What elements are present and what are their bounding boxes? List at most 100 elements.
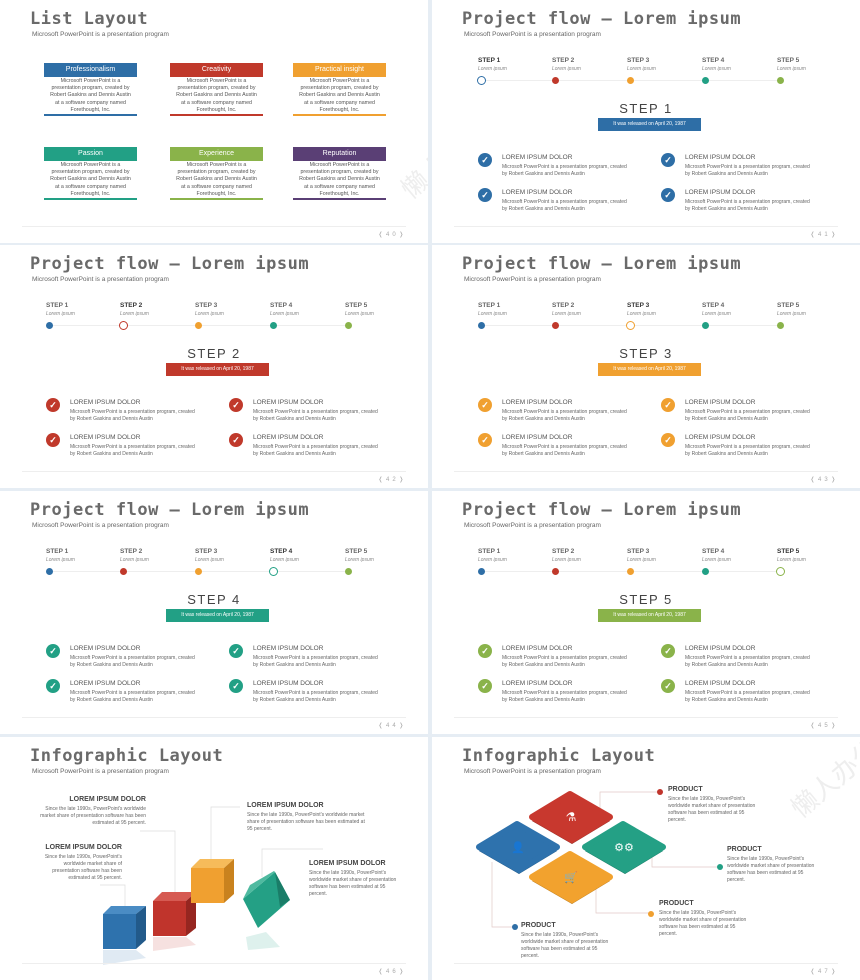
- step-tab-1[interactable]: STEP 1 Lorem ipsum: [46, 302, 75, 317]
- step-dot[interactable]: [552, 568, 559, 575]
- release-badge: It was released on April 20, 1987: [598, 118, 701, 131]
- step-tab-4[interactable]: STEP 4 Lorem ipsum: [702, 57, 731, 72]
- step-tab-3[interactable]: STEP 3 Lorem ipsum: [627, 548, 656, 563]
- step-dot[interactable]: [345, 322, 352, 329]
- step-tab-3[interactable]: STEP 3 Lorem ipsum: [627, 302, 656, 317]
- list-box-header: Practical insight: [293, 63, 386, 77]
- slide-infographic-tiles[interactable]: Infographic Layout Microsoft PowerPoint …: [432, 737, 860, 980]
- slide-project-flow[interactable]: Project flow – Lorem ipsum Microsoft Pow…: [0, 245, 428, 488]
- slide-title: Infographic Layout: [462, 746, 656, 766]
- step-dot[interactable]: [478, 568, 485, 575]
- step-dot[interactable]: [552, 322, 559, 329]
- slide-project-flow[interactable]: Project flow – Lorem ipsum Microsoft Pow…: [432, 491, 860, 734]
- step-tab-4[interactable]: STEP 4 Lorem ipsum: [270, 302, 299, 317]
- check-icon: ✓: [478, 679, 492, 693]
- step-dot[interactable]: [195, 568, 202, 575]
- step-tab-1[interactable]: STEP 1 Lorem ipsum: [478, 57, 507, 72]
- step-dot[interactable]: [777, 322, 784, 329]
- step-tab-2[interactable]: STEP 2 Lorem ipsum: [552, 548, 581, 563]
- cube-red: [153, 892, 196, 951]
- check-icon: ✓: [46, 433, 60, 447]
- page-number: ❬47❭: [810, 969, 839, 975]
- step-dot[interactable]: [46, 568, 53, 575]
- step-tab-3[interactable]: STEP 3 Lorem ipsum: [195, 302, 224, 317]
- step-dot[interactable]: [478, 322, 485, 329]
- check-icon: ✓: [229, 644, 243, 658]
- release-badge: It was released on April 20, 1987: [166, 609, 269, 622]
- page-number: ❬45❭: [810, 723, 839, 729]
- step-tab-2[interactable]: STEP 2 Lorem ipsum: [120, 302, 149, 317]
- step-tab-5[interactable]: STEP 5 Lorem ipsum: [345, 302, 374, 317]
- footer-divider: [454, 963, 838, 964]
- step-tab-4[interactable]: STEP 4 Lorem ipsum: [702, 302, 731, 317]
- step-heading: STEP 1: [619, 101, 673, 116]
- check-icon: ✓: [661, 153, 675, 167]
- step-dot[interactable]: [627, 77, 634, 84]
- step-tab-2[interactable]: STEP 2 Lorem ipsum: [120, 548, 149, 563]
- flask-icon: ⚗: [566, 810, 577, 824]
- slide-title: Project flow – Lorem ipsum: [30, 254, 310, 274]
- step-tab-3[interactable]: STEP 3 Lorem ipsum: [195, 548, 224, 563]
- list-box-underline: [293, 114, 386, 116]
- cart-icon: 🛒: [564, 871, 578, 884]
- list-box: Practical insight Microsoft PowerPoint i…: [293, 63, 386, 116]
- step-dot[interactable]: [46, 322, 53, 329]
- info-block: LOREM IPSUM DOLOR Since the late 1990s, P…: [309, 860, 397, 897]
- step-tab-4[interactable]: STEP 4 Lorem ipsum: [270, 548, 299, 563]
- page-number: ❬43❭: [810, 477, 839, 483]
- watermark: 懒人办公: [396, 115, 428, 206]
- slide-infographic-cubes[interactable]: Infographic Layout Microsoft PowerPoint …: [0, 737, 428, 980]
- slide-list-layout[interactable]: List Layout Microsoft PowerPoint is a pr…: [0, 0, 428, 243]
- tile-orange: 🛒: [529, 851, 613, 904]
- step-dot[interactable]: [776, 567, 785, 576]
- list-box-header: Reputation: [293, 147, 386, 161]
- step-tab-1[interactable]: STEP 1 Lorem ipsum: [478, 302, 507, 317]
- release-badge: It was released on April 20, 1987: [598, 363, 701, 376]
- slide-project-flow[interactable]: Project flow – Lorem ipsum Microsoft Pow…: [0, 491, 428, 734]
- step-dot[interactable]: [627, 568, 634, 575]
- tile-blue: 👤: [476, 821, 560, 874]
- step-tab-5[interactable]: STEP 5 Lorem ipsum: [345, 548, 374, 563]
- step-tab-5[interactable]: STEP 5 Lorem ipsum: [777, 548, 806, 563]
- slide-project-flow[interactable]: Project flow – Lorem ipsum Microsoft Pow…: [432, 0, 860, 243]
- step-dot[interactable]: [119, 321, 128, 330]
- slide-title: List Layout: [30, 9, 149, 29]
- step-dot[interactable]: [120, 568, 127, 575]
- step-dot[interactable]: [777, 77, 784, 84]
- slide-project-flow[interactable]: Project flow – Lorem ipsum Microsoft Pow…: [432, 245, 860, 488]
- step-tab-1[interactable]: STEP 1 Lorem ipsum: [46, 548, 75, 563]
- list-box-text: Microsoft PowerPoint is a presentation p…: [299, 162, 380, 197]
- step-tab-3[interactable]: STEP 3 Lorem ipsum: [627, 57, 656, 72]
- step-tab-5[interactable]: STEP 5 Lorem ipsum: [777, 57, 806, 72]
- release-badge: It was released on April 20, 1987: [598, 609, 701, 622]
- check-icon: ✓: [661, 679, 675, 693]
- step-tab-1[interactable]: STEP 1 Lorem ipsum: [478, 548, 507, 563]
- list-box-text: Microsoft PowerPoint is a presentation p…: [50, 162, 131, 197]
- step-tab-4[interactable]: STEP 4 Lorem ipsum: [702, 548, 731, 563]
- page-number: ❬44❭: [378, 723, 407, 729]
- step-tab-5[interactable]: STEP 5 Lorem ipsum: [777, 302, 806, 317]
- list-box-underline: [293, 198, 386, 200]
- step-dot[interactable]: [626, 321, 635, 330]
- step-dot[interactable]: [702, 568, 709, 575]
- check-icon: ✓: [229, 679, 243, 693]
- step-dot[interactable]: [270, 322, 277, 329]
- step-dot[interactable]: [269, 567, 278, 576]
- marker-dot: [717, 864, 723, 870]
- footer-divider: [454, 471, 838, 472]
- step-dot[interactable]: [702, 322, 709, 329]
- step-dot[interactable]: [195, 322, 202, 329]
- step-tab-2[interactable]: STEP 2 Lorem ipsum: [552, 57, 581, 72]
- list-box-text: Microsoft PowerPoint is a presentation p…: [176, 162, 257, 197]
- step-dot[interactable]: [552, 77, 559, 84]
- step-heading: STEP 2: [187, 346, 241, 361]
- check-icon: ✓: [661, 398, 675, 412]
- step-dot[interactable]: [702, 77, 709, 84]
- step-tab-2[interactable]: STEP 2 Lorem ipsum: [552, 302, 581, 317]
- list-box-header: Professionalism: [44, 63, 137, 77]
- step-dot[interactable]: [477, 76, 486, 85]
- check-icon: ✓: [661, 433, 675, 447]
- step-dot[interactable]: [345, 568, 352, 575]
- check-icon: ✓: [478, 644, 492, 658]
- slide-subtitle: Microsoft PowerPoint is a presentation p…: [32, 31, 169, 38]
